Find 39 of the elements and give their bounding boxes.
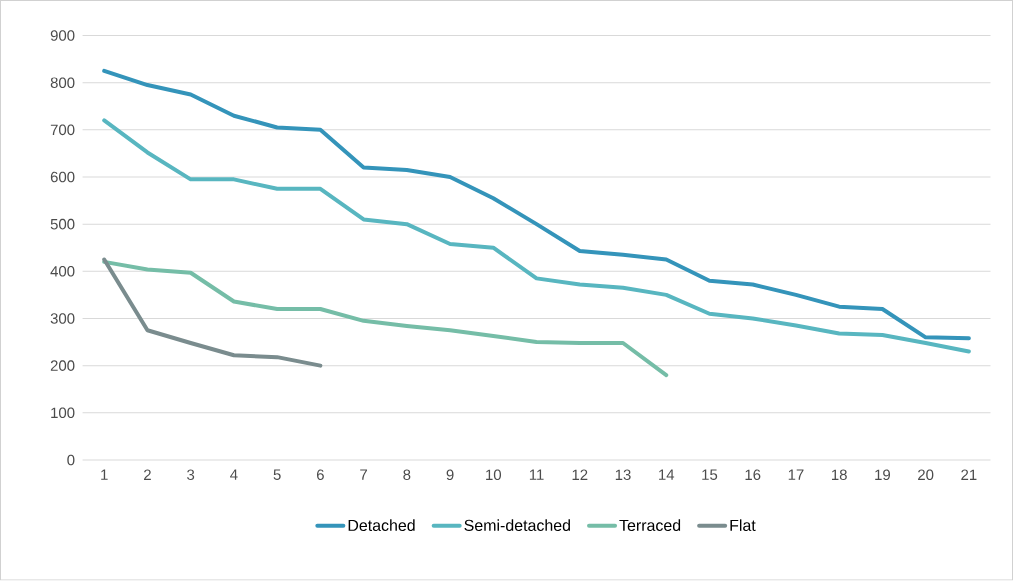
y-tick-label: 500: [50, 219, 75, 230]
x-tick-label: 12: [572, 469, 588, 481]
y-tick-label: 300: [50, 313, 75, 324]
x-tick-label: 10: [486, 469, 502, 481]
y-tick-label: 700: [50, 124, 75, 136]
x-tick-label: 17: [788, 469, 804, 480]
x-tick-label: 11: [529, 469, 544, 480]
y-tick-label: 400: [50, 266, 75, 277]
legend-label: Flat: [730, 519, 756, 532]
line-series: [102, 118, 971, 354]
y-tick-label: 900: [50, 30, 75, 42]
y-tick-label: 200: [50, 360, 75, 372]
x-tick-label: 21: [961, 469, 977, 481]
y-tick-label: 0: [67, 454, 75, 466]
x-tick-label: 9: [446, 469, 454, 481]
x-tick-label: 14: [659, 469, 675, 480]
y-tick-label: 600: [50, 171, 75, 183]
line-series: [102, 260, 669, 378]
legend-label: Detached: [348, 519, 415, 532]
x-tick-label: 8: [403, 469, 411, 481]
x-tick-label: 18: [832, 469, 847, 481]
legend-label: Terraced: [619, 519, 681, 532]
x-tick-label: 3: [187, 469, 195, 481]
x-tick-label: 5: [273, 469, 281, 481]
x-tick-label: 2: [144, 469, 151, 481]
x-tick-label: 19: [875, 469, 891, 481]
x-tick-label: 16: [745, 469, 761, 481]
x-tick-label: 7: [360, 469, 368, 480]
y-tick-label: 800: [50, 77, 75, 89]
x-tick-label: 13: [615, 469, 631, 481]
y-tick-label: 100: [51, 407, 75, 419]
x-tick-label: 1: [101, 469, 108, 480]
legend-label: Semi-detached: [464, 519, 570, 532]
line-series: [102, 257, 323, 368]
x-tick-label: 6: [316, 469, 324, 481]
x-tick-label: 4: [230, 469, 238, 480]
x-tick-label: 20: [918, 469, 934, 481]
line-series: [102, 69, 971, 341]
x-tick-label: 15: [702, 469, 718, 481]
